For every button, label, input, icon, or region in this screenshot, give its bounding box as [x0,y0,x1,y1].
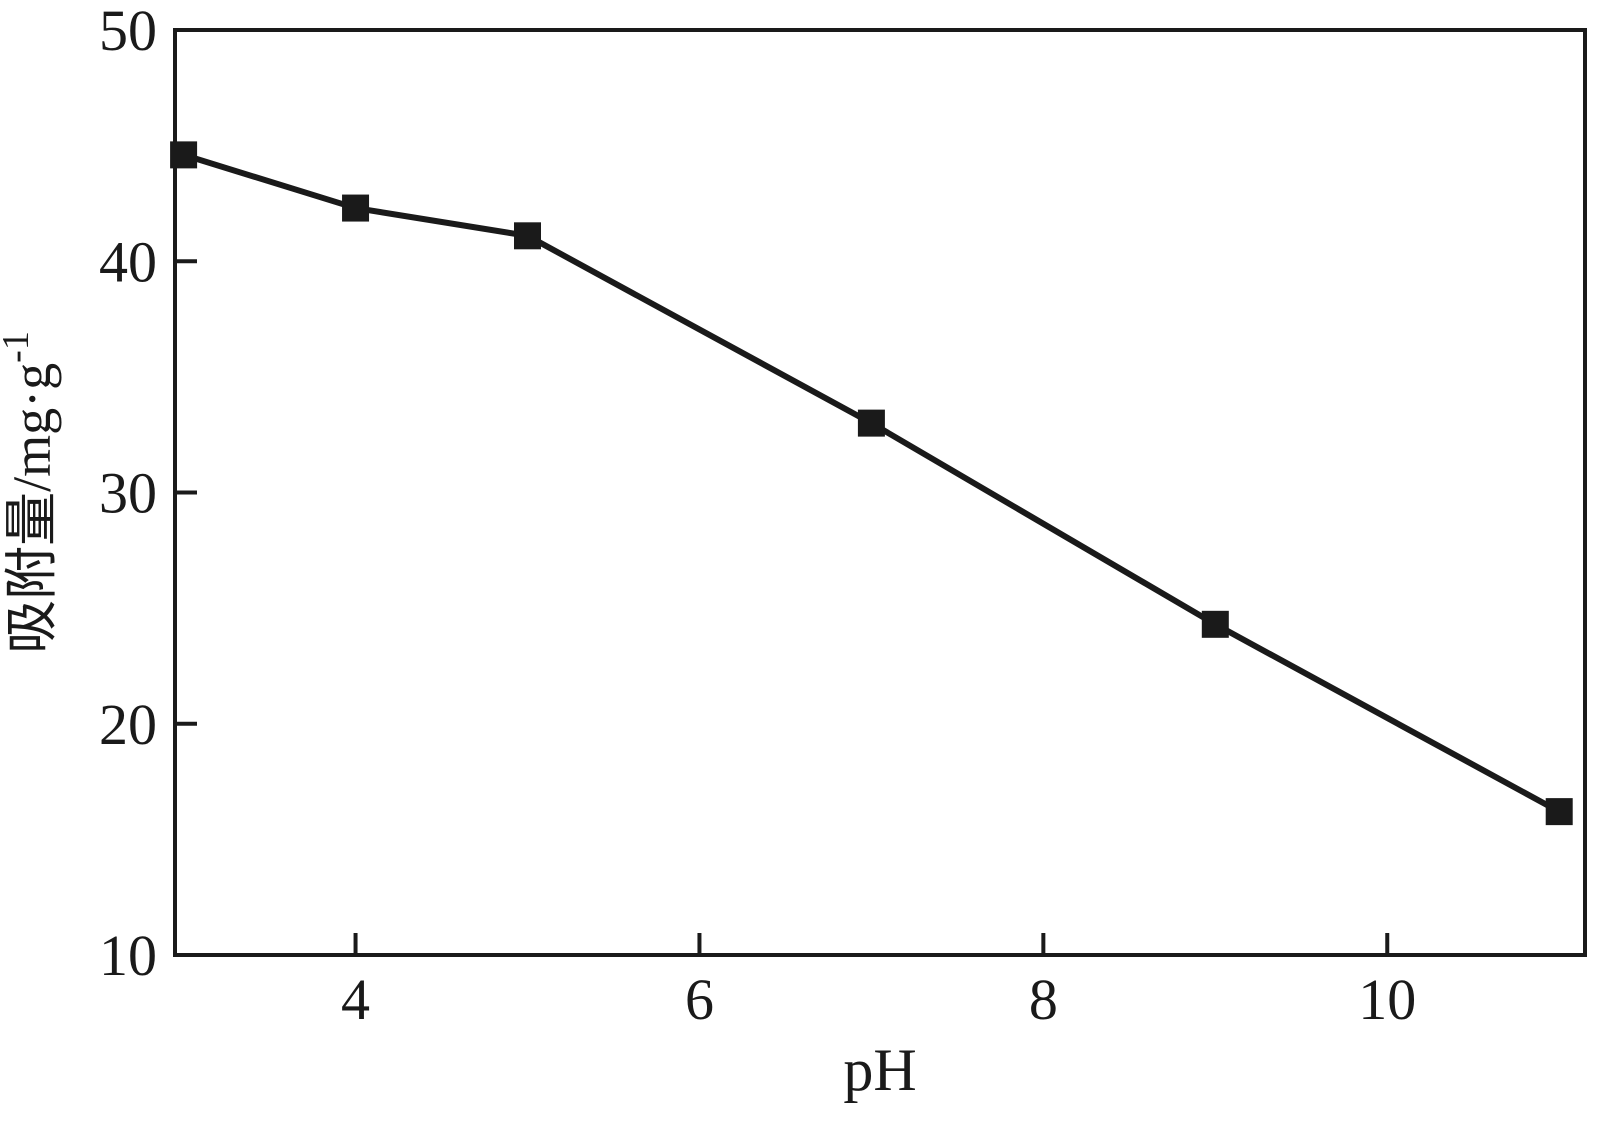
data-line [182,152,1561,815]
x-tick-label: 10 [1358,967,1416,1032]
data-point-marker [1545,798,1573,826]
y-tick-label: 30 [99,461,157,526]
data-point-marker [514,222,541,250]
y-tick-label: 20 [99,692,157,757]
data-point-marker [342,194,370,222]
y-axis-label: 吸附量/mg·g-1 [0,331,62,654]
x-axis-label: pH [843,1037,916,1103]
y-tick-label: 50 [99,0,157,63]
y-tick-label: 10 [99,923,157,988]
x-tick-label: 8 [1029,967,1058,1032]
data-point-marker [170,141,198,169]
x-tick-label: 6 [685,967,714,1032]
data-point-marker [857,409,885,437]
y-tick-label: 40 [99,229,157,294]
data-point-marker [1201,610,1229,638]
x-tick-label: 4 [341,967,370,1032]
